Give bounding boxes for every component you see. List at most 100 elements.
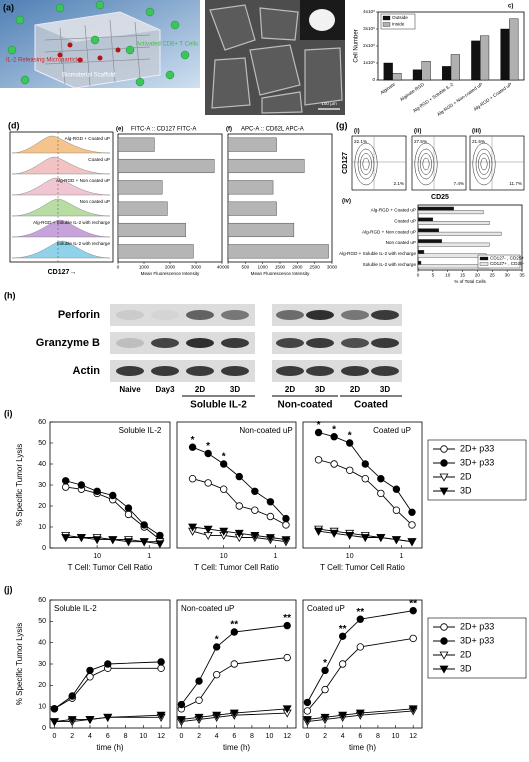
data-point <box>303 707 312 715</box>
chart-title: Coated uP <box>373 426 411 435</box>
x-tick-label: 4 <box>341 733 345 740</box>
data-point <box>391 536 401 545</box>
blot-band <box>341 310 369 320</box>
data-point <box>156 531 164 540</box>
x-tick-label: 6 <box>358 733 362 740</box>
data-point <box>329 529 339 538</box>
group-label: Coated <box>354 400 388 411</box>
cell-dot <box>20 75 30 85</box>
data-point <box>321 685 329 694</box>
contour <box>362 157 370 171</box>
significance-mark: ** <box>283 613 291 624</box>
data-point <box>177 700 186 709</box>
y-tick-label: 50 <box>38 440 46 447</box>
bar <box>383 62 393 81</box>
significance-mark: * <box>206 441 210 452</box>
data-point <box>282 514 290 523</box>
histogram-label: Alg-RGD + Soluble IL-2 with recharge <box>33 220 110 225</box>
data-point <box>392 485 401 493</box>
bar <box>227 222 295 238</box>
y-tick-label: Alg-RGD + Non coated uP <box>362 229 416 234</box>
blot-band <box>276 310 304 320</box>
chart-title: Non-coated uP <box>181 604 234 613</box>
annotation: Biomaterial Scaffold <box>62 73 115 79</box>
data-point <box>320 713 330 722</box>
y-tick-label: 0 <box>42 725 46 732</box>
particle-dot <box>57 52 63 58</box>
x-tick-label: 10 <box>392 733 400 740</box>
data-point <box>338 660 347 668</box>
x-tick-label: 12 <box>409 733 417 740</box>
data-point <box>330 433 338 441</box>
x-tick-label: 30 <box>505 273 511 278</box>
blot-band <box>151 338 179 348</box>
x-tick-label: 0 <box>227 265 230 270</box>
cell-dot <box>15 15 25 25</box>
panel-label: (h) <box>4 290 16 300</box>
bar <box>450 54 460 81</box>
plot-frame <box>302 421 423 549</box>
x-tick-label: 2000 <box>165 265 176 270</box>
x-tick-label: 8 <box>250 733 254 740</box>
bar <box>417 210 484 215</box>
data-point <box>408 521 416 529</box>
y-tick-label: 20 <box>38 503 46 510</box>
x-tick-label: 25 <box>490 273 496 278</box>
legend-label: CD127+ , CD25- <box>490 261 525 266</box>
bar <box>417 253 487 258</box>
data-point <box>235 502 243 510</box>
bar <box>417 260 422 265</box>
chart-title: FITC-A :: CD127 FITC-A <box>131 127 196 133</box>
y-axis-label: % Specific Tumor Lysis <box>15 623 24 705</box>
data-point <box>220 460 228 468</box>
histogram-curve <box>11 219 111 238</box>
x-tick-label: 3000 <box>191 265 202 270</box>
data-point <box>282 705 292 714</box>
cell-dot <box>7 45 17 55</box>
bar <box>500 28 510 81</box>
data-point <box>76 534 86 543</box>
data-point <box>108 536 118 545</box>
data-point <box>407 538 417 547</box>
particle-dot <box>77 57 83 63</box>
bar <box>117 180 163 195</box>
data-point <box>338 632 347 640</box>
x-tick-label: 10 <box>445 273 451 278</box>
data-point <box>346 439 354 447</box>
data-point <box>265 534 275 543</box>
legend-marker <box>439 665 449 674</box>
data-point <box>283 653 291 662</box>
x-tick-label: 4 <box>88 733 92 740</box>
quadrant-percent: 2.1% <box>394 181 404 186</box>
data-point <box>67 716 77 725</box>
data-point <box>61 477 70 485</box>
contour <box>414 142 438 186</box>
blot-row-label: Perforin <box>58 309 100 321</box>
cell-dot <box>180 50 190 60</box>
x-tick-label: 0 <box>52 733 56 740</box>
data-point <box>157 664 165 672</box>
y-axis-label: CD127 <box>342 152 349 174</box>
x-tick-label: 6 <box>232 733 236 740</box>
data-point <box>250 532 260 541</box>
blot-band <box>341 366 369 376</box>
data-point <box>176 716 186 725</box>
data-point <box>86 666 94 675</box>
data-point <box>140 521 148 529</box>
histogram-label: Coated uP <box>88 157 110 162</box>
x-tick-label: Alginate <box>379 81 396 95</box>
panel-label: (iv) <box>342 199 351 205</box>
legend-swatch <box>382 22 391 27</box>
data-point <box>195 677 203 685</box>
plot-frame <box>176 421 297 549</box>
y-tick-label: 60 <box>38 419 46 426</box>
bar <box>471 40 481 81</box>
contour <box>357 148 375 180</box>
x-tick-label: 2000 <box>292 265 303 270</box>
blot-band <box>116 366 144 376</box>
blot-strip <box>110 360 255 382</box>
legend-label: Outside <box>392 15 408 20</box>
histogram-label: Soluble IL-2 with recharge <box>57 241 111 246</box>
lane-label: 3D <box>380 385 390 394</box>
x-axis-label: time (h) <box>96 743 123 752</box>
